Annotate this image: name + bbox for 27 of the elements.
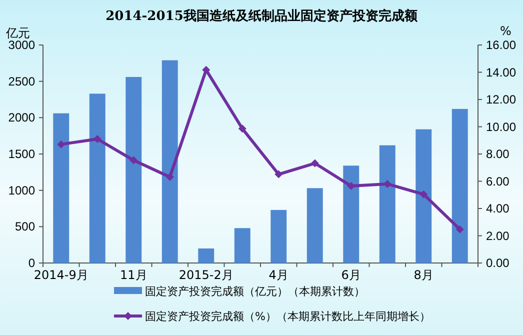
legend-label: 固定资产投资完成额（亿元）（本期累计数） bbox=[145, 285, 365, 298]
x-tick-label: 11月 bbox=[120, 268, 148, 282]
x-tick-label: 4月 bbox=[268, 268, 288, 282]
y2-tick-label: 8.00 bbox=[486, 147, 510, 161]
y-tick-label: 1000 bbox=[8, 183, 36, 198]
y2-tick-label: 16.00 bbox=[486, 38, 516, 52]
y2-tick-label: 10.00 bbox=[486, 120, 516, 134]
x-tick-label: 6月 bbox=[341, 268, 361, 282]
y2-axis-title: % bbox=[500, 24, 512, 38]
y-axis-title: 亿元 bbox=[5, 26, 30, 40]
y2-tick-label: 4.00 bbox=[486, 202, 510, 216]
y2-tick-label: 6.00 bbox=[486, 174, 510, 188]
y2-tick-label: 12.00 bbox=[486, 92, 516, 106]
y2-tick-label: 14.00 bbox=[486, 65, 516, 80]
y-tick-label: 3000 bbox=[8, 38, 36, 52]
y2-tick-label: 2.00 bbox=[486, 228, 510, 243]
legend-label: 固定资产投资完成额（%）（本期累计数比上年同期增长） bbox=[145, 310, 430, 323]
y2-tick-label: 0.00 bbox=[486, 256, 510, 270]
y-tick-label: 2500 bbox=[8, 74, 36, 88]
y-tick-label: 2000 bbox=[8, 110, 36, 125]
y-tick-label: 500 bbox=[14, 220, 36, 234]
chart-title: 2014-2015我国造纸及纸制品业固定资产投资完成额 bbox=[106, 8, 418, 24]
x-tick-label: 2014-9月 bbox=[34, 268, 88, 282]
y-tick-label: 0 bbox=[28, 256, 36, 270]
x-tick-label: 8月 bbox=[414, 268, 434, 282]
x-tick-label: 2015-2月 bbox=[178, 268, 234, 282]
y-tick-label: 1500 bbox=[8, 147, 36, 161]
